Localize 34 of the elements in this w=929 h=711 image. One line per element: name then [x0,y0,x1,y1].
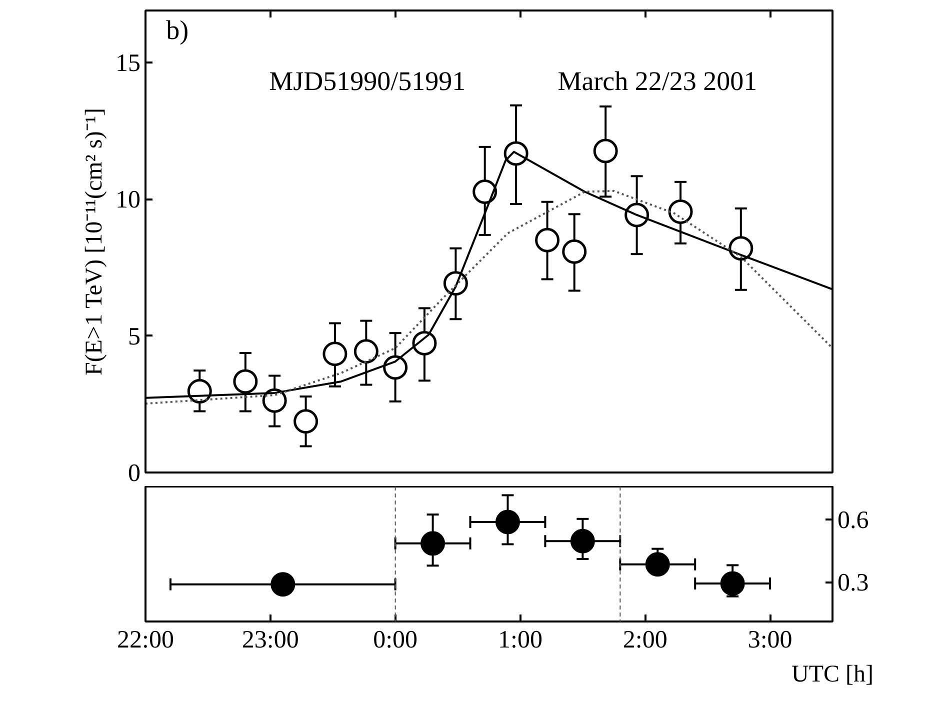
point [593,138,618,164]
x-tick-label: 3:00 [748,626,792,654]
x-tick-label: 0:00 [373,626,418,654]
x-tick-label: 1:00 [498,626,542,654]
y-tick-label: 5 [128,323,140,350]
x-tick-label: 23:00 [242,626,299,654]
point [354,339,378,364]
point [270,572,296,597]
annotation: b) [166,15,189,46]
point [645,552,670,577]
point [294,409,318,434]
point [495,510,520,534]
point [570,528,595,554]
y-axis-title: F(E>1 TeV) [10⁻¹¹(cm² s)⁻¹] [82,108,108,376]
point [322,342,348,366]
point [535,228,560,252]
y-tick-label: 10 [116,186,140,214]
point [420,531,446,556]
annotation: March 22/23 2001 [558,66,758,96]
y2-tick-label: 0.3 [838,570,869,597]
point [720,571,745,596]
point [233,369,258,394]
line-series [146,190,832,405]
point [383,355,408,380]
annotation: MJD51990/51991 [269,66,466,96]
x-tick-label: 22:00 [117,626,174,654]
y-tick-label: 15 [116,50,140,77]
y2-tick-label: 0.6 [838,507,869,534]
point [562,239,587,264]
point [472,180,498,204]
y-tick-label: 0 [128,460,140,487]
x-axis-title: UTC [h] [792,662,874,688]
point [668,199,693,224]
x-tick-label: 2:00 [622,626,668,654]
